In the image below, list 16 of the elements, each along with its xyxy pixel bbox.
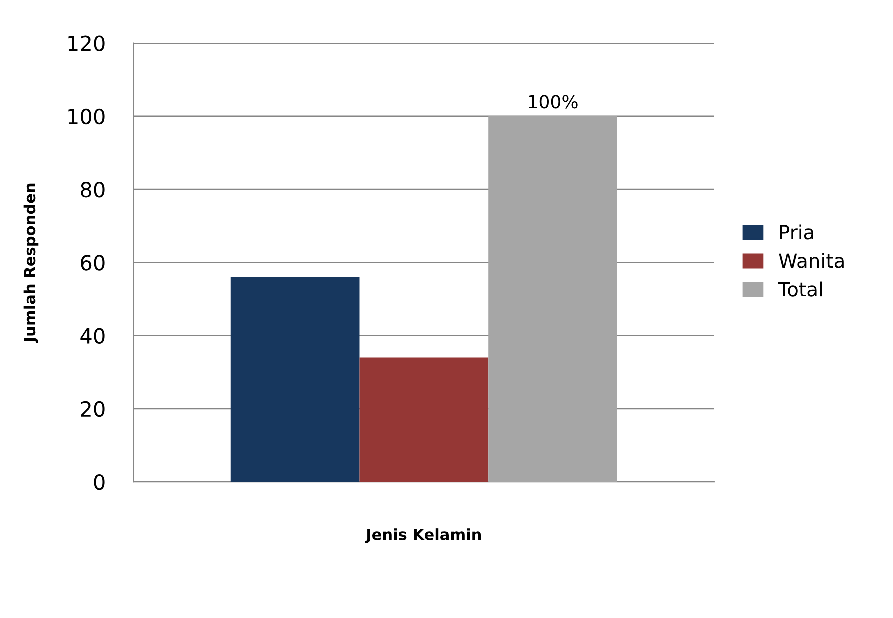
legend-label: Total	[778, 282, 822, 297]
bar	[360, 358, 489, 482]
bar	[488, 116, 618, 482]
legend-label: Wanita	[779, 253, 844, 268]
y-tick-label: 120	[68, 36, 105, 52]
y-tick-label: 80	[81, 182, 105, 198]
y-tick-label: 100	[68, 108, 105, 125]
y-tick-label: 60	[81, 255, 105, 271]
legend-label: Pria	[780, 224, 814, 240]
y-tick-label: 0	[94, 474, 105, 490]
y-tick-label: 40	[80, 328, 105, 344]
x-axis-title: Jenis Kelamin	[365, 528, 482, 544]
bar	[230, 277, 360, 482]
y-axis-title: Jumlah Responden	[24, 184, 39, 344]
y-tick-label: 20	[81, 401, 105, 418]
data-label: 100%	[529, 95, 578, 109]
